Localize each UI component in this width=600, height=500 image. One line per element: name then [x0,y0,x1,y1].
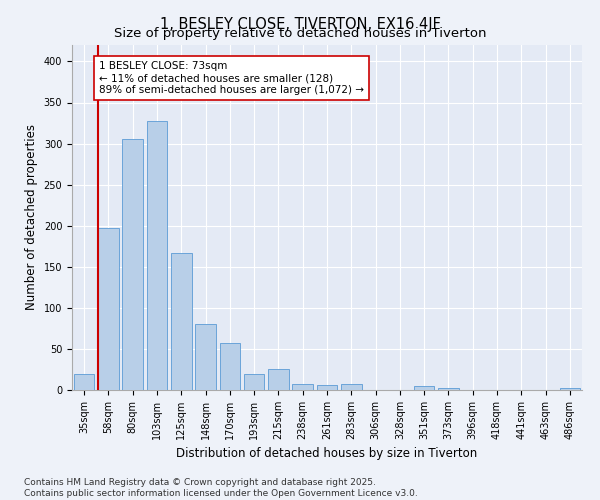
Bar [317,385,337,390]
X-axis label: Distribution of detached houses by size in Tiverton: Distribution of detached houses by size … [176,448,478,460]
Bar [122,140,143,390]
Y-axis label: Number of detached properties: Number of detached properties [25,124,38,310]
Bar [560,388,580,390]
Bar [146,122,167,390]
Bar [195,324,216,390]
Text: Contains HM Land Registry data © Crown copyright and database right 2025.
Contai: Contains HM Land Registry data © Crown c… [24,478,418,498]
Bar [74,374,94,390]
Bar [414,386,434,390]
Bar [292,384,313,390]
Bar [438,388,459,390]
Text: 1 BESLEY CLOSE: 73sqm
← 11% of detached houses are smaller (128)
89% of semi-det: 1 BESLEY CLOSE: 73sqm ← 11% of detached … [99,62,364,94]
Bar [171,253,191,390]
Bar [268,370,289,390]
Text: Size of property relative to detached houses in Tiverton: Size of property relative to detached ho… [114,28,486,40]
Bar [341,384,362,390]
Bar [220,343,240,390]
Bar [98,228,119,390]
Bar [244,374,265,390]
Text: 1, BESLEY CLOSE, TIVERTON, EX16 4JF: 1, BESLEY CLOSE, TIVERTON, EX16 4JF [160,18,440,32]
